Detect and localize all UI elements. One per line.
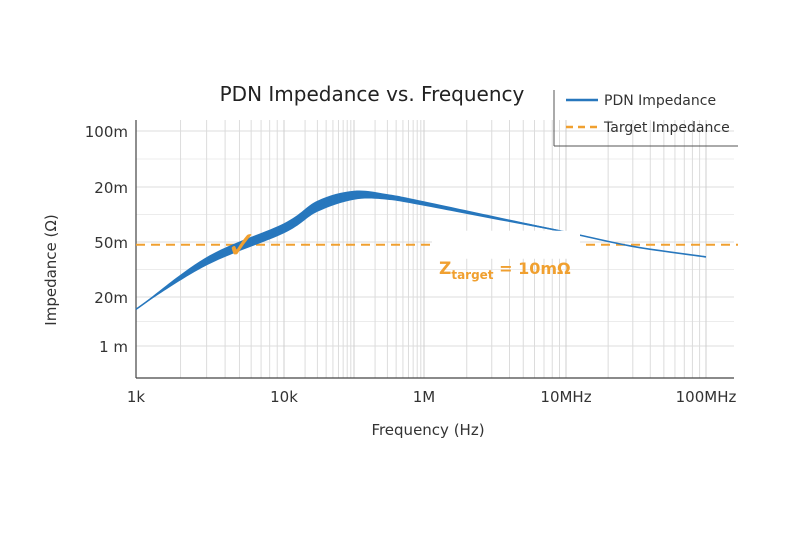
x-tick-label: 100MHz: [676, 388, 737, 406]
y-tick-label: 1 m: [99, 338, 128, 356]
checkmark-icon: ✓: [226, 223, 258, 267]
y-tick-label: 50m: [94, 234, 128, 252]
x-tick-label: 1M: [413, 388, 436, 406]
target-annotation-bg: [432, 230, 580, 259]
target-annotation-rest: = 10mΩ: [494, 259, 571, 278]
legend-label-target: Target Impedance: [603, 120, 730, 136]
x-axis-label: Frequency (Hz): [371, 421, 484, 439]
target-annotation-sub: target: [451, 268, 493, 282]
y-axis-label: Impedance (Ω): [42, 214, 60, 325]
y-tick-labels: 100m 20m 50m 20m 1 m: [85, 123, 128, 356]
legend-label-pdn: PDN Impedance: [604, 93, 716, 109]
target-annotation-main: Z: [439, 259, 451, 279]
y-tick-label: 100m: [85, 123, 128, 141]
x-tick-label: 10MHz: [540, 388, 591, 406]
x-tick-label: 1k: [127, 388, 146, 406]
target-annotation: Ztarget = 10mΩ: [439, 259, 571, 282]
axes: [135, 120, 734, 379]
x-tick-labels: 1k 10k 1M 10MHz 100MHz: [127, 388, 737, 406]
y-tick-label: 20m: [94, 179, 128, 197]
legend: PDN Impedance Target Impedance: [553, 90, 738, 147]
x-tick-label: 10k: [270, 388, 298, 406]
y-tick-label: 20m: [94, 289, 128, 307]
chart-title: PDN Impedance vs. Frequency: [220, 82, 525, 106]
pdn-impedance-line: [135, 193, 707, 310]
